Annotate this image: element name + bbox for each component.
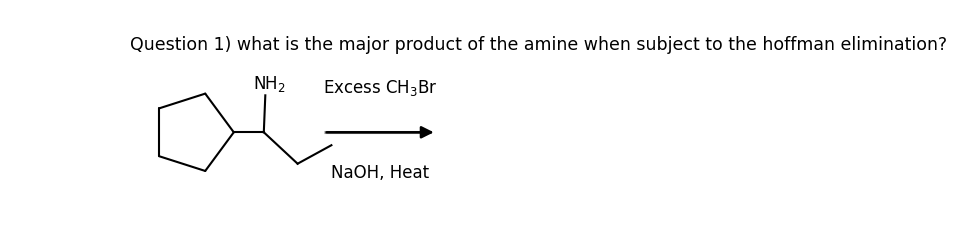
Text: NH$_2$: NH$_2$ — [253, 74, 286, 94]
Text: Excess CH$_3$Br: Excess CH$_3$Br — [323, 78, 438, 98]
Text: NaOH, Heat: NaOH, Heat — [331, 164, 429, 182]
Text: Question 1) what is the major product of the amine when subject to the hoffman e: Question 1) what is the major product of… — [130, 36, 948, 54]
